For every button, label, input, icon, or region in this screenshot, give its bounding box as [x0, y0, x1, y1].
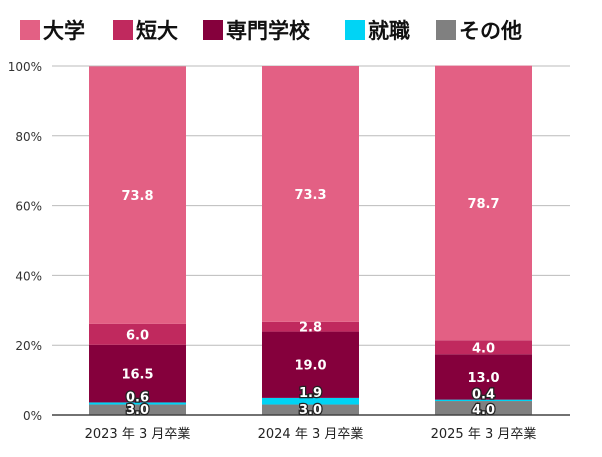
y-tick-label: 100% — [8, 60, 42, 74]
bar-segment — [435, 354, 532, 400]
bar-segment — [262, 321, 359, 332]
data-label: 13.0 — [467, 371, 499, 386]
bar-segment — [89, 404, 186, 415]
bar-segment — [262, 397, 359, 405]
data-label: 73.3 — [294, 188, 326, 203]
bar-segment — [435, 401, 532, 415]
y-tick-label: 40% — [15, 269, 42, 283]
data-label: 73.8 — [121, 189, 153, 204]
data-label: 1.9 — [299, 386, 322, 401]
legend-swatch — [113, 20, 133, 40]
legend-swatch — [345, 20, 365, 40]
y-tick-label: 60% — [15, 200, 42, 214]
data-label: 2.8 — [299, 321, 322, 336]
x-axis-categories: 2023 年 3 月卒業 2024 年 3 月卒業 2025 年 3 月卒業 — [85, 426, 537, 442]
bar-segment — [262, 404, 359, 415]
legend-swatch — [436, 20, 456, 40]
bar-segment — [262, 66, 359, 322]
y-tick-label: 80% — [15, 130, 42, 144]
bar-segment — [89, 402, 186, 405]
bar-segment — [262, 331, 359, 398]
y-tick-label: 0% — [23, 409, 42, 423]
bar-segment — [89, 66, 186, 324]
bars — [89, 65, 532, 415]
bar-segment — [435, 399, 532, 402]
bar-segment — [435, 340, 532, 355]
legend-swatch — [20, 20, 40, 40]
y-axis-ticks: 0% 20% 40% 60% 80% 100% — [8, 60, 42, 423]
data-label: 3.0 — [299, 403, 322, 418]
data-label: 4.0 — [472, 403, 495, 418]
y-tick-label: 20% — [15, 339, 42, 353]
legend-label: 大学 — [43, 18, 85, 43]
bar-segment — [89, 323, 186, 345]
legend-label: 短大 — [136, 18, 178, 43]
data-label: 6.0 — [126, 328, 149, 343]
data-label: 78.7 — [467, 197, 499, 212]
legend-swatch — [203, 20, 223, 40]
data-labels: 3.00.616.56.073.83.01.919.02.873.34.00.4… — [121, 188, 499, 419]
legend-label: 専門学校 — [226, 18, 311, 43]
data-label: 0.4 — [472, 388, 495, 403]
bar-segment — [89, 344, 186, 403]
bar-segment — [435, 65, 532, 341]
legend: 大学 短大 専門学校 就職 その他 — [20, 18, 522, 43]
data-label: 16.5 — [121, 368, 153, 383]
data-label: 19.0 — [294, 359, 326, 374]
legend-label: その他 — [459, 18, 522, 43]
x-category-label: 2023 年 3 月卒業 — [85, 426, 191, 442]
x-category-label: 2025 年 3 月卒業 — [431, 426, 537, 442]
data-label: 0.6 — [126, 390, 149, 405]
legend-label: 就職 — [368, 18, 410, 43]
data-label: 3.0 — [126, 403, 149, 418]
x-category-label: 2024 年 3 月卒業 — [258, 426, 364, 442]
data-label: 4.0 — [472, 341, 495, 356]
